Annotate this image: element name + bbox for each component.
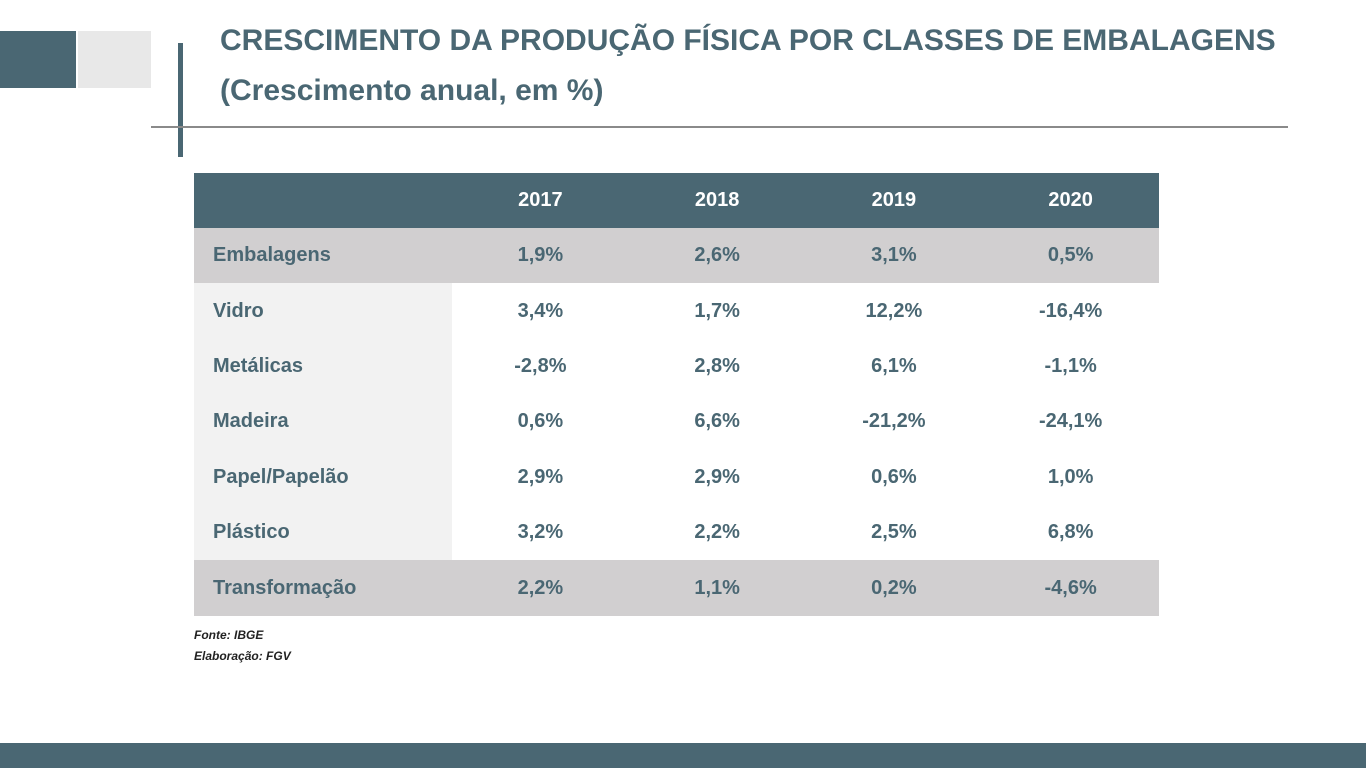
table-row: Vidro 3,4% 1,7% 12,2% -16,4% — [194, 283, 1159, 339]
page-subtitle: (Crescimento anual, em %) — [220, 74, 604, 107]
value-cell: 3,1% — [871, 244, 917, 267]
value-cell: 2,9% — [628, 449, 806, 505]
table-row: Embalagens 1,9% 2,6% 3,1% 0,5% — [194, 228, 1159, 284]
header-cell-2019: 2019 — [871, 189, 917, 211]
row-label: Embalagens — [213, 244, 331, 267]
row-label: Transformação — [213, 576, 357, 599]
row-label: Plástico — [194, 504, 452, 561]
value-cell: 2,8% — [628, 338, 806, 395]
value-cell: -2,8% — [452, 338, 629, 395]
value-cell: 2,2% — [517, 576, 564, 599]
value-cell: 2,6% — [694, 244, 740, 267]
value-cell: 1,0% — [982, 449, 1159, 505]
decorative-square-light — [78, 31, 151, 88]
value-cell: -21,2% — [805, 394, 983, 450]
footer-bar — [0, 743, 1366, 768]
value-cell: 2,9% — [452, 449, 629, 505]
header-cell-2018: 2018 — [694, 189, 740, 211]
value-cell: -1,1% — [982, 338, 1159, 395]
row-label: Madeira — [194, 394, 452, 450]
header-cell-empty — [194, 173, 452, 228]
title-divider — [151, 126, 1288, 128]
value-cell: 12,2% — [805, 283, 983, 339]
value-cell: 1,1% — [694, 576, 740, 599]
value-cell: -24,1% — [982, 394, 1159, 450]
value-cell: 2,2% — [628, 504, 806, 561]
row-label: Vidro — [194, 283, 452, 339]
table-row: Metálicas -2,8% 2,8% 6,1% -1,1% — [194, 338, 1159, 395]
row-label: Papel/Papelão — [194, 449, 452, 505]
value-cell: 0,6% — [452, 394, 629, 450]
table-body: Embalagens 1,9% 2,6% 3,1% 0,5% Vidro 3,4% 1,7% 1… — [194, 228, 1159, 616]
table-row: Transformação 2,2% 1,1% 0,2% -4,6% — [194, 560, 1159, 616]
value-cell: 3,2% — [452, 504, 629, 561]
value-cell: 6,6% — [628, 394, 806, 450]
source-elaboracao: Elaboração: FGV — [194, 649, 291, 663]
table-row: Plástico 3,2% 2,2% 2,5% 6,8% — [194, 504, 1159, 561]
decorative-square-dark — [0, 31, 76, 88]
value-cell: 6,1% — [805, 338, 983, 395]
page-title: CRESCIMENTO DA PRODUÇÃO FÍSICA POR CLASS… — [220, 24, 1276, 57]
value-cell: 6,8% — [982, 504, 1159, 561]
value-cell: 2,5% — [805, 504, 983, 561]
table-header-row: 2017 2018 2019 2020 — [194, 173, 1159, 228]
value-cell: 1,9% — [517, 244, 564, 267]
value-cell: -4,6% — [1044, 576, 1097, 599]
decorative-vertical-rule — [178, 43, 183, 157]
value-cell: 0,2% — [871, 576, 917, 599]
value-cell: -16,4% — [982, 283, 1159, 339]
table-row: Papel/Papelão 2,9% 2,9% 0,6% 1,0% — [194, 449, 1159, 505]
header-cell-2020: 2020 — [1048, 189, 1093, 211]
value-cell: 3,4% — [452, 283, 629, 339]
value-cell: 0,5% — [1047, 244, 1094, 267]
source-notes: Fonte: IBGE Elaboração: FGV — [194, 625, 291, 667]
row-label: Metálicas — [194, 338, 452, 395]
table-row: Madeira 0,6% 6,6% -21,2% -24,1% — [194, 394, 1159, 450]
value-cell: 1,7% — [628, 283, 806, 339]
growth-table: 2017 2018 2019 2020 Embalagens 1,9% 2,6% 3,… — [194, 173, 1159, 616]
header-cell-2017: 2017 — [518, 189, 563, 211]
source-fonte: Fonte: IBGE — [194, 628, 264, 642]
value-cell: 0,6% — [805, 449, 983, 505]
